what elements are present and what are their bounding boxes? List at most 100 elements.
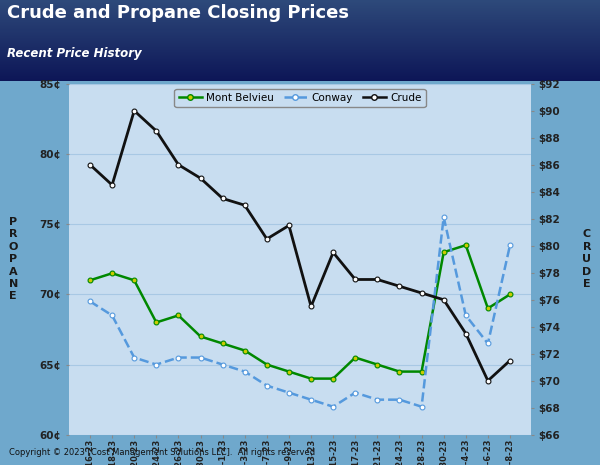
Bar [0, 21, 600, 22]
Bar [0, 7, 600, 8]
Bar [0, 34, 600, 36]
Bar [0, 32, 600, 33]
Mont Belvieu [374, 362, 381, 367]
Mont Belvieu [418, 369, 425, 374]
Bar [0, 77, 600, 78]
Crude [153, 128, 160, 134]
Text: C
R
U
D
E: C R U D E [582, 229, 592, 289]
Bar [0, 31, 600, 32]
Bar [0, 20, 600, 21]
Conway [506, 242, 514, 248]
Mont Belvieu [197, 334, 204, 339]
Bar [0, 29, 600, 31]
Conway [153, 362, 160, 367]
Conway [197, 355, 204, 360]
Crude [241, 202, 248, 208]
Bar [0, 59, 600, 60]
Bar [0, 13, 600, 14]
Bar [0, 78, 600, 80]
Bar [0, 8, 600, 9]
Text: Recent Price History: Recent Price History [7, 47, 142, 60]
Bar [0, 43, 600, 44]
Bar [0, 39, 600, 40]
Mont Belvieu [263, 362, 271, 367]
Bar [0, 9, 600, 10]
Bar [0, 25, 600, 26]
Bar [0, 26, 600, 27]
Bar [0, 42, 600, 43]
Bar [0, 40, 600, 41]
Crude [263, 236, 271, 242]
Bar [0, 4, 600, 5]
Bar [0, 15, 600, 16]
Crude [197, 175, 204, 181]
Crude [396, 284, 403, 289]
Bar [0, 71, 600, 72]
Line: Conway: Conway [88, 215, 512, 409]
Crude [484, 378, 491, 384]
Bar [0, 63, 600, 64]
Conway [352, 390, 359, 395]
Bar [0, 57, 600, 58]
Mont Belvieu [352, 355, 359, 360]
Mont Belvieu [219, 341, 226, 346]
Crude [462, 331, 469, 336]
Bar [0, 3, 600, 4]
Legend: Mont Belvieu, Conway, Crude: Mont Belvieu, Conway, Crude [175, 89, 425, 107]
Mont Belvieu [286, 369, 293, 374]
Bar [0, 56, 600, 57]
Bar [0, 75, 600, 76]
Bar [0, 52, 600, 53]
Bar [0, 44, 600, 45]
Crude [86, 162, 94, 167]
Bar [0, 1, 600, 2]
Crude [219, 196, 226, 201]
Bar [0, 50, 600, 51]
Bar [0, 47, 600, 48]
Bar [0, 45, 600, 46]
Bar [0, 72, 600, 73]
Bar [0, 12, 600, 13]
Bar [0, 48, 600, 49]
Bar [0, 18, 600, 20]
Crude [440, 297, 447, 303]
Bar [0, 5, 600, 6]
Mont Belvieu [86, 278, 94, 283]
Bar [0, 61, 600, 62]
Bar [0, 0, 600, 1]
Conway [131, 355, 138, 360]
Conway [329, 404, 337, 410]
Bar [0, 36, 600, 37]
Bar [0, 16, 600, 17]
Bar [0, 54, 600, 55]
Conway [484, 341, 491, 346]
Bar [0, 66, 600, 67]
Bar [0, 49, 600, 50]
Text: Crude and Propane Closing Prices: Crude and Propane Closing Prices [7, 4, 349, 22]
Bar [0, 38, 600, 39]
Bar [0, 17, 600, 18]
Conway [374, 397, 381, 403]
Conway [109, 312, 116, 318]
Bar [0, 23, 600, 25]
Bar [0, 76, 600, 77]
Bar [0, 60, 600, 61]
Bar [0, 37, 600, 38]
Bar [0, 69, 600, 70]
Bar [0, 11, 600, 12]
Conway [396, 397, 403, 403]
Bar [0, 33, 600, 34]
Bar [0, 65, 600, 66]
Conway [418, 404, 425, 410]
Crude [109, 182, 116, 188]
Bar [0, 28, 600, 29]
Crude [374, 277, 381, 282]
Conway [263, 383, 271, 388]
Bar [0, 2, 600, 3]
Mont Belvieu [462, 242, 469, 248]
Bar [0, 14, 600, 15]
Bar [0, 73, 600, 74]
Bar [0, 22, 600, 23]
Crude [506, 358, 514, 363]
Bar [0, 55, 600, 56]
